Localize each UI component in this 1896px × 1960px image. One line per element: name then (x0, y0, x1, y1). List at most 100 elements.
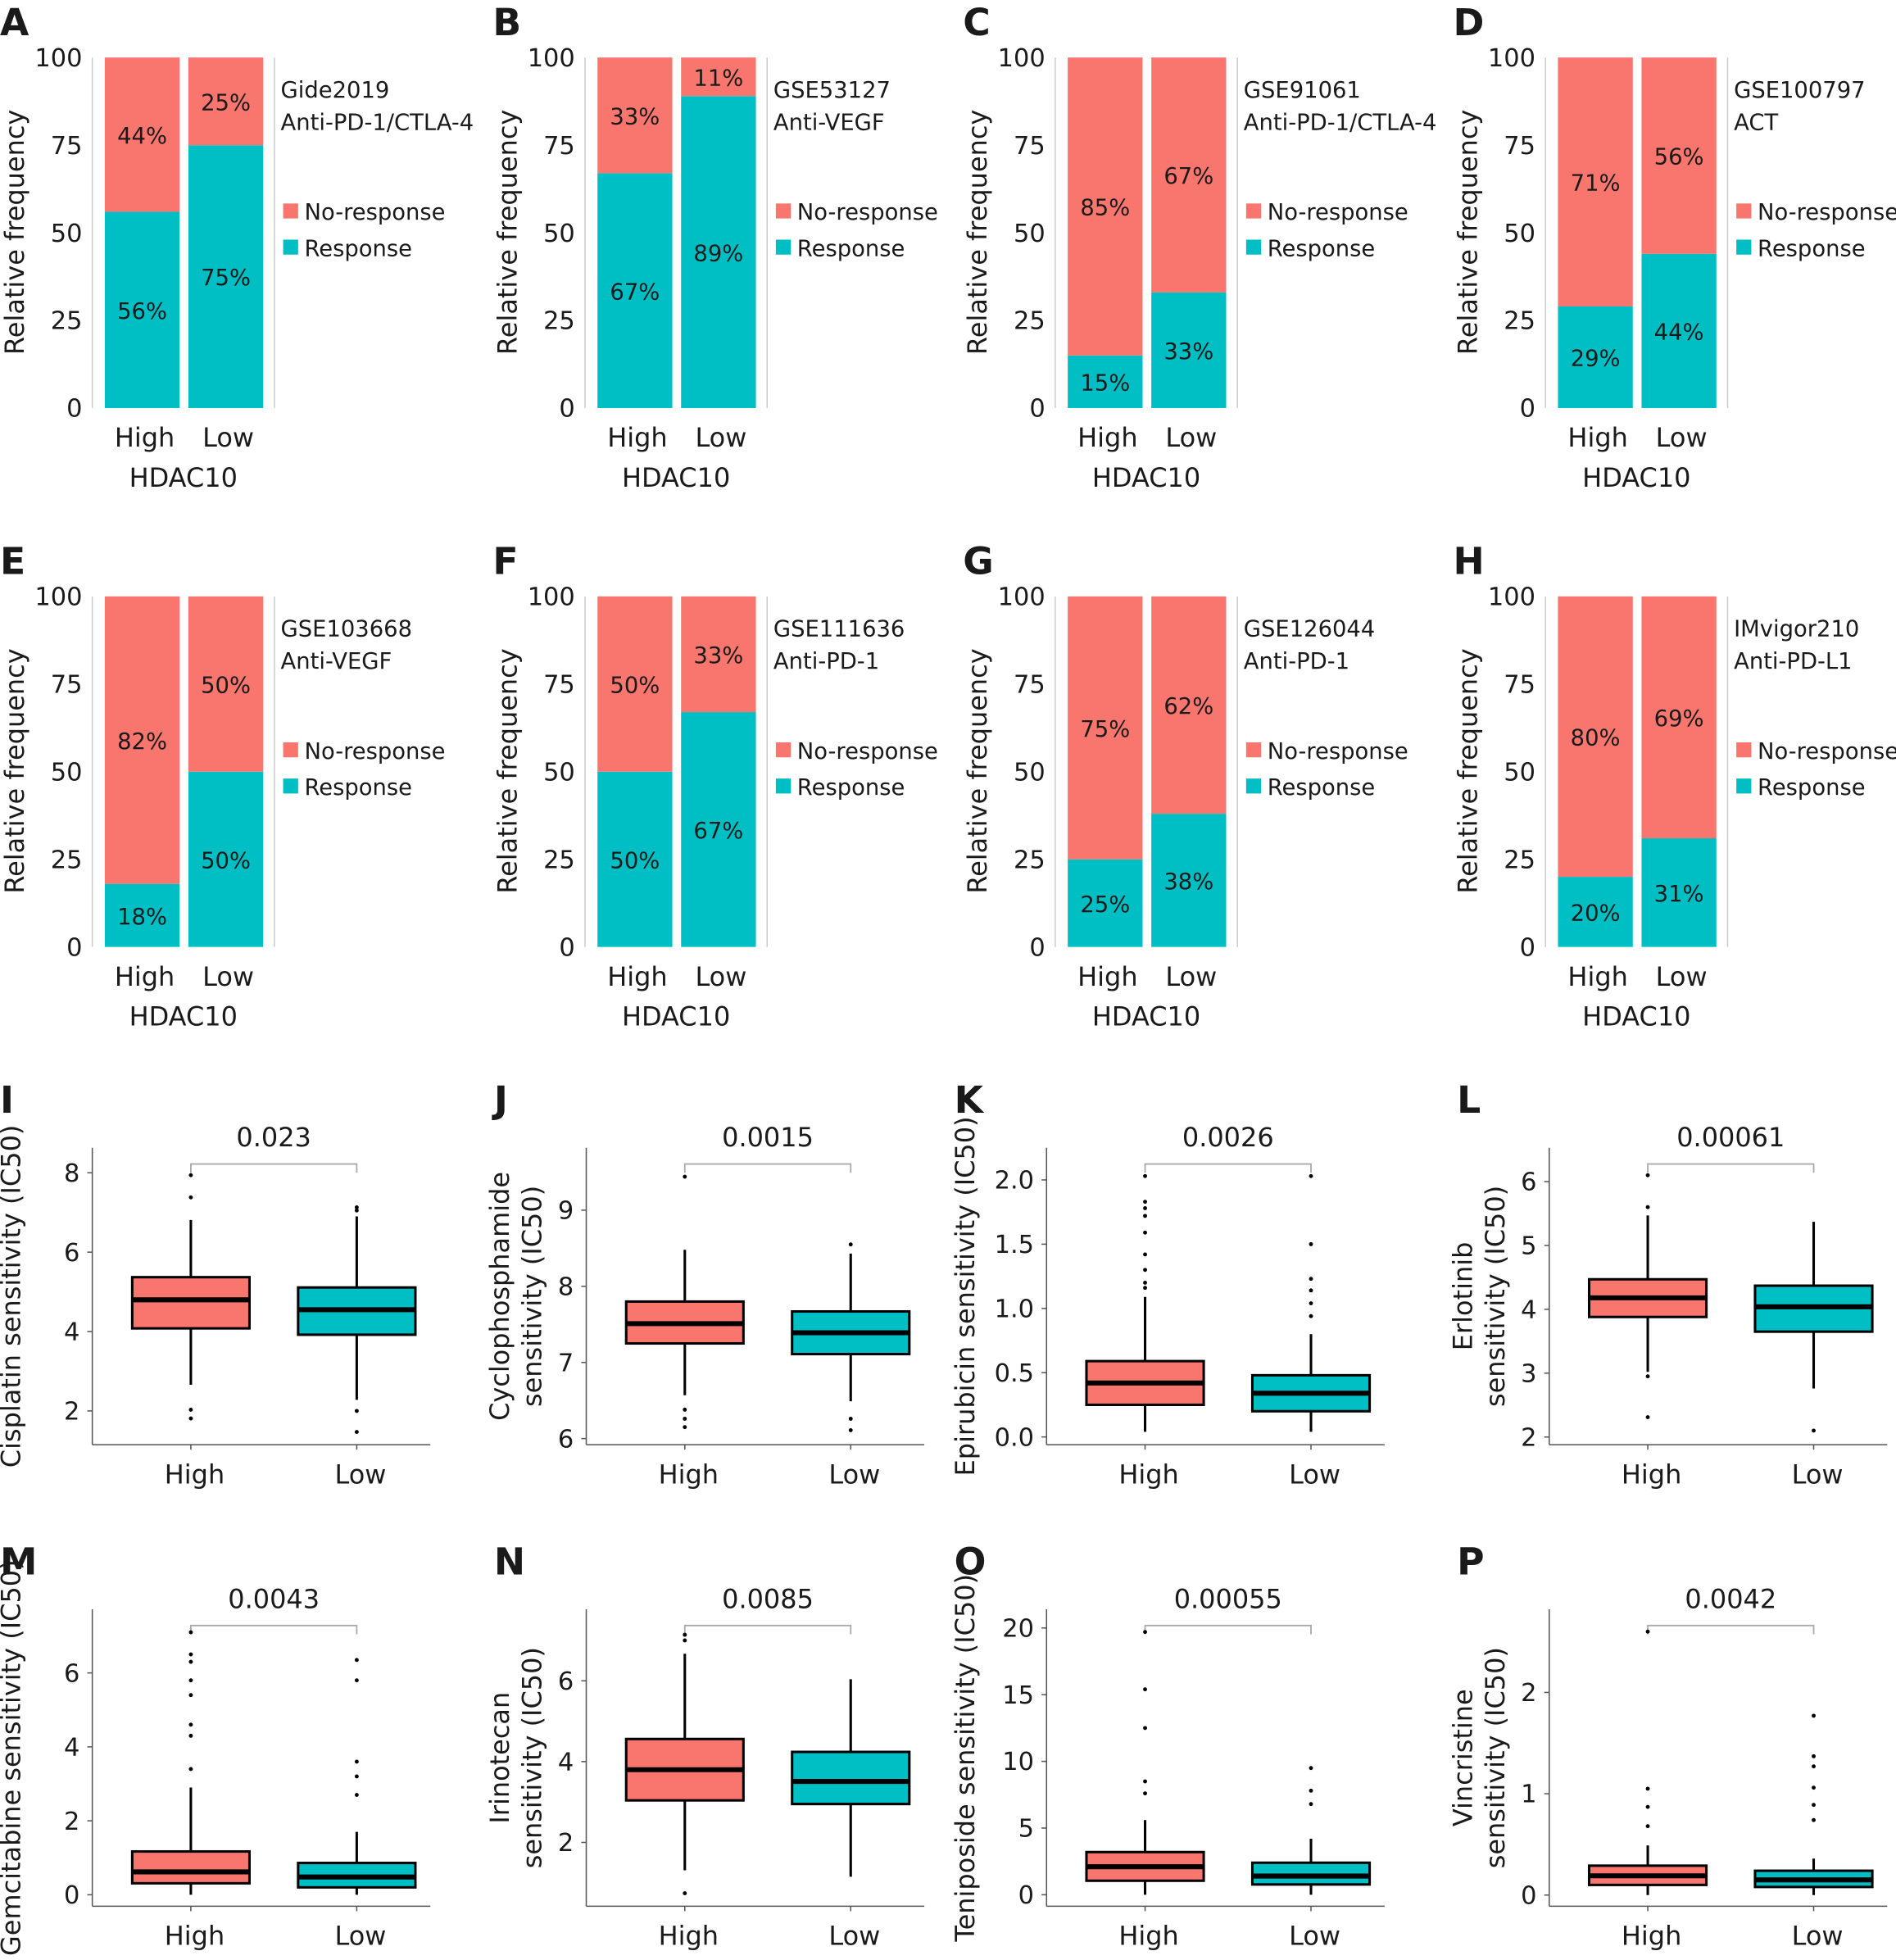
treatment-name: Anti-VEGF (773, 111, 885, 136)
bar-no-response-low (188, 596, 264, 772)
box-panel-O: O 0 5 10 15 20 Teniposide sensitivity (IC50) 0.… (950, 1540, 1385, 1952)
data-label: 18% (117, 905, 167, 930)
y-tick-label: 8 (64, 1159, 79, 1188)
outlier-point (188, 1733, 193, 1738)
bar-no-response-high (104, 596, 180, 884)
y-tick-label: 2 (64, 1398, 79, 1427)
legend-swatch (283, 778, 298, 794)
legend-label: No-response (1268, 200, 1408, 225)
x-tick-label: Low (1656, 961, 1708, 992)
outlier-point (1812, 1764, 1816, 1769)
bar-response-high (104, 883, 180, 947)
outlier-point (1143, 1779, 1147, 1784)
outlier-point (1309, 1802, 1313, 1807)
significance-bracket (683, 1163, 852, 1173)
data-label: 33% (693, 643, 743, 669)
data-label: 69% (1654, 706, 1704, 732)
y-axis-label: Relative frequency (492, 110, 523, 355)
y-tick-label: 2 (1521, 1423, 1536, 1452)
outlier-point (1143, 1281, 1147, 1285)
bar-panel-F: F 0 25 50 75 100 Relative frequency 50% 50% High 6… (492, 539, 938, 1032)
x-axis-label: HDAC10 (622, 1001, 730, 1032)
y-tick-label: 2 (558, 1829, 574, 1858)
p-value: 0.0085 (722, 1584, 814, 1615)
bar-no-response-low (1641, 57, 1717, 254)
p-value: 0.0015 (722, 1122, 814, 1153)
outlier-point (1645, 1415, 1650, 1420)
outlier-point (1143, 1230, 1147, 1235)
outlier-point (1645, 1804, 1650, 1809)
outlier-point (1309, 1301, 1313, 1305)
data-label: 67% (693, 819, 743, 844)
y-axis-label: Relative frequency (1452, 110, 1483, 355)
y-tick-label: 25 (1014, 307, 1046, 336)
outlier-point (1143, 1630, 1147, 1635)
data-label: 56% (1654, 145, 1704, 170)
y-tick-label: 2 (64, 1808, 79, 1836)
legend-swatch (1245, 742, 1262, 758)
y-tick-label: 10 (1002, 1748, 1034, 1776)
y-tick-label: 50 (51, 220, 83, 248)
panel-letter: F (492, 539, 518, 583)
y-tick-label: 2.0 (995, 1167, 1034, 1196)
bar-no-response-low (681, 57, 756, 97)
outlier-point (188, 1678, 193, 1683)
outlier-point (188, 1722, 193, 1727)
legend-label: Response (797, 775, 905, 801)
box-low (791, 1750, 911, 1806)
y-tick-label: 75 (1504, 132, 1535, 161)
legend-label: No-response (304, 200, 445, 225)
outlier-point (1143, 1286, 1147, 1291)
panel-letter: P (1457, 1540, 1484, 1583)
dataset-name: GSE111636 (773, 617, 905, 642)
data-label: 50% (610, 848, 660, 873)
y-tick-label: 0 (66, 395, 82, 424)
outlier-point (1309, 1788, 1313, 1793)
data-label: 33% (610, 104, 660, 129)
y-axis-label: sensitivity (IC50) (1480, 1186, 1511, 1407)
y-tick-label: 9 (558, 1197, 574, 1226)
legend-swatch (1245, 778, 1262, 794)
legend-label: No-response (1758, 200, 1896, 225)
y-tick-label: 75 (1504, 670, 1535, 699)
x-tick-label: Low (334, 1459, 386, 1490)
y-tick-label: 75 (1014, 670, 1046, 699)
bar-no-response-low (1641, 596, 1717, 839)
outlier-point (354, 1208, 359, 1213)
bar-no-response-low (188, 57, 264, 146)
data-label: 62% (1163, 694, 1213, 719)
y-tick-label: 25 (51, 307, 83, 336)
y-axis-label: sensitivity (IC50) (517, 1186, 548, 1407)
x-axis-label: HDAC10 (1582, 1001, 1690, 1032)
dataset-name: GSE91061 (1244, 78, 1361, 103)
box-panel-P: P 0 1 2 Vincristine sensitivity (IC50) 0.0042 H… (1447, 1540, 1888, 1952)
outlier-point (354, 1658, 359, 1663)
y-axis-label: Relative frequency (0, 110, 30, 355)
data-label: 71% (1571, 171, 1621, 197)
x-tick-label: Low (828, 1921, 880, 1952)
box-panel-J: J 6 7 8 9 Cyclophosphamide sensitivity (IC50) 0… (484, 1078, 925, 1490)
bar-response-high (1558, 877, 1633, 947)
treatment-name: Anti-VEGF (281, 649, 392, 674)
y-tick-label: 25 (543, 307, 575, 336)
outlier-point (1143, 1200, 1147, 1205)
bar-no-response-high (1558, 57, 1633, 306)
outlier-point (1309, 1173, 1313, 1178)
x-tick-label: Low (828, 1459, 880, 1490)
bar-no-response-high (1068, 57, 1143, 356)
bar-response-high (104, 211, 180, 408)
y-tick-label: 4 (64, 1734, 79, 1763)
panel-letter: B (492, 1, 521, 44)
y-axis-label: Irinotecan (484, 1692, 515, 1824)
y-tick-label: 25 (1014, 846, 1046, 874)
legend-swatch (283, 239, 298, 255)
y-tick-label: 0 (1029, 395, 1045, 424)
y-tick-label: 25 (51, 846, 83, 874)
outlier-point (1143, 1791, 1147, 1796)
legend-label: Response (304, 775, 412, 801)
panel-letter: M (0, 1540, 37, 1583)
bar-response-low (188, 145, 264, 408)
bar-no-response-high (104, 57, 180, 212)
bar-response-low (1641, 253, 1717, 408)
bar-panel-A: A 0 25 50 75 100 Relative frequency 56% 44% High 7… (0, 1, 474, 493)
